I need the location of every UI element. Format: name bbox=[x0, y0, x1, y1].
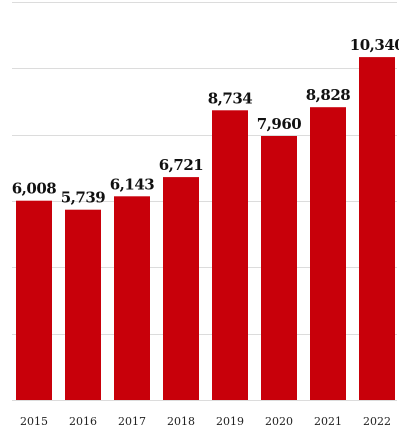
x-axis-tick-labels: 2015 2016 2017 2018 2019 2020 2021 2022 bbox=[20, 415, 391, 428]
tick-label-2021: 2021 bbox=[314, 415, 342, 428]
bar-2016 bbox=[65, 209, 101, 400]
value-label-2022: 10,340 bbox=[350, 36, 399, 54]
tick-label-2018: 2018 bbox=[167, 415, 195, 428]
tick-label-2016: 2016 bbox=[69, 415, 97, 428]
tick-label-2022: 2022 bbox=[363, 415, 391, 428]
bar-2022 bbox=[359, 57, 395, 400]
value-label-2020: 7,960 bbox=[257, 115, 302, 133]
tick-label-2019: 2019 bbox=[216, 415, 244, 428]
value-label-2019: 8,734 bbox=[208, 89, 253, 107]
value-label-2017: 6,143 bbox=[110, 175, 155, 193]
tick-label-2017: 2017 bbox=[118, 415, 146, 428]
bar-2020 bbox=[261, 136, 297, 400]
bar-2019 bbox=[212, 110, 248, 401]
value-label-2016: 5,739 bbox=[61, 189, 106, 207]
bars bbox=[16, 57, 395, 401]
tick-label-2020: 2020 bbox=[265, 415, 293, 428]
bar-2015 bbox=[16, 200, 52, 400]
bar-2021 bbox=[310, 107, 346, 400]
value-label-2018: 6,721 bbox=[159, 156, 203, 174]
bar-2017 bbox=[114, 196, 150, 400]
tick-label-2015: 2015 bbox=[20, 415, 48, 428]
bar-2018 bbox=[163, 177, 199, 400]
value-label-2021: 8,828 bbox=[306, 86, 351, 104]
value-label-2015: 6,008 bbox=[12, 180, 57, 198]
